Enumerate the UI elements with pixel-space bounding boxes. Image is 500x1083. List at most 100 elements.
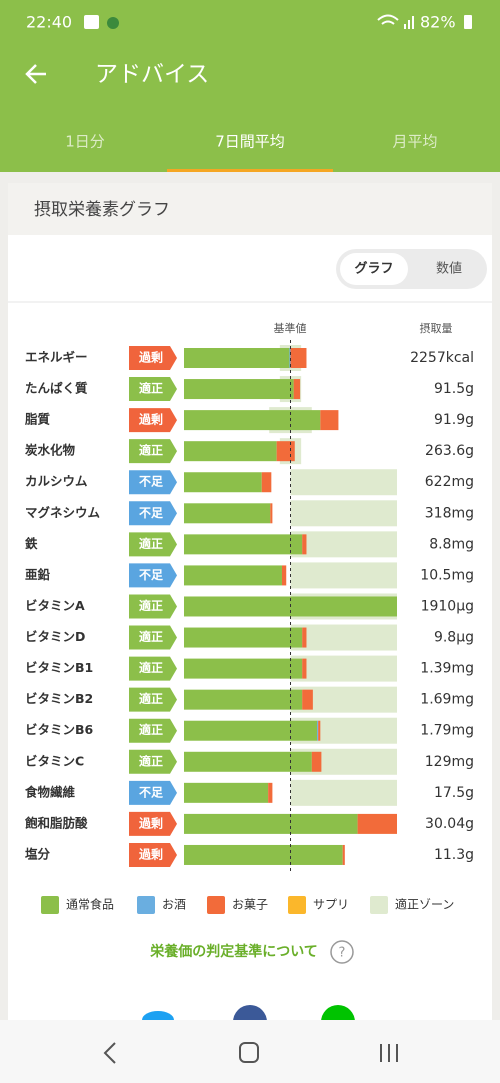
bar-segment <box>270 503 273 524</box>
legend-swatch <box>207 896 225 914</box>
bar-segment <box>289 348 291 368</box>
battery-text: 82% <box>420 13 456 32</box>
nutrient-name: ビタミンD <box>25 629 85 644</box>
amount: 1.39mg <box>420 661 474 677</box>
bar-segment <box>184 472 262 493</box>
zone <box>290 531 397 558</box>
signal-icon <box>408 20 410 29</box>
bar-segment <box>320 410 339 431</box>
nav-home[interactable] <box>239 1042 259 1063</box>
app-bar <box>0 0 500 172</box>
legend-swatch <box>137 896 155 914</box>
amount: 2257kcal <box>410 350 474 366</box>
judgment-tag <box>129 408 177 433</box>
judgment-tag <box>129 346 177 370</box>
toggle-selected[interactable] <box>340 253 408 285</box>
judgment: 適正 <box>139 598 163 613</box>
amount: 11.3g <box>434 847 474 863</box>
judgment: 適正 <box>139 722 163 737</box>
judgment-tag <box>129 377 177 402</box>
legend-swatch <box>370 896 388 914</box>
status-icon <box>84 15 99 29</box>
nutrient-name: たんぱく質 <box>25 381 88 396</box>
nutrient-name: エネルギー <box>25 350 88 365</box>
amount: 17.5g <box>434 785 474 801</box>
legend-label: サプリ <box>313 898 349 912</box>
bar-segment <box>357 813 397 834</box>
battery-icon <box>464 15 472 29</box>
toggle-option[interactable]: 数値 <box>436 261 462 277</box>
nutrient-name: ビタミンB6 <box>25 722 94 737</box>
bar-segment <box>184 565 282 586</box>
bar-segment <box>184 751 312 772</box>
judgment: 不足 <box>139 568 163 582</box>
judgment: 不足 <box>139 785 163 799</box>
amount: 318mg <box>425 505 474 521</box>
bar-segment <box>184 534 303 555</box>
nutrient-name: 食物繊維 <box>24 784 76 799</box>
bar-segment <box>293 379 301 400</box>
judgment-tag <box>129 532 177 557</box>
nav-back[interactable] <box>103 1042 116 1064</box>
judgment-tag <box>129 563 177 588</box>
legend-label: 適正ゾーン <box>395 897 454 912</box>
judgment: 不足 <box>139 475 163 489</box>
bar-segment <box>184 627 303 648</box>
card-title: 摂取栄養素グラフ <box>34 200 170 220</box>
legend: 通常食品 お酒 お菓子 サプリ 適正ゾーン <box>41 896 454 914</box>
legend-swatch <box>288 896 306 914</box>
nutrient-name: ビタミンC <box>25 753 84 768</box>
tab[interactable]: 7日間平均 <box>215 133 285 151</box>
judgment-tag <box>129 501 177 526</box>
amount: 1910μg <box>421 598 474 614</box>
amount: 91.9g <box>434 412 474 428</box>
nutrient-name: 飽和脂肪酸 <box>24 815 88 830</box>
amount: 8.8mg <box>429 536 474 552</box>
help-icon-glyph: ? <box>339 946 346 961</box>
clock: 22:40 <box>26 13 72 32</box>
judgment: 適正 <box>139 629 163 644</box>
bar-segment <box>302 534 307 555</box>
bar-segment <box>268 782 273 803</box>
criteria-link[interactable]: 栄養価の判定基準について <box>149 943 318 960</box>
bar-segment <box>302 689 313 710</box>
wifi-icon <box>377 14 399 25</box>
bar-segment <box>261 472 272 493</box>
judgment-tag <box>129 842 177 867</box>
bar-segment <box>317 720 319 741</box>
judgment: 適正 <box>139 753 163 768</box>
amount: 30.04g <box>425 816 474 832</box>
help-icon[interactable] <box>330 940 354 964</box>
bar-segment <box>302 658 307 679</box>
judgment: 過剰 <box>138 846 163 861</box>
judgment-tag <box>129 811 177 836</box>
card-header <box>8 183 492 235</box>
bar-segment <box>184 813 358 834</box>
zone <box>290 779 397 806</box>
nav-recent[interactable] <box>380 1044 398 1062</box>
legend-label: お菓子 <box>232 898 268 912</box>
bar-segment <box>184 503 271 524</box>
amount: 1.69mg <box>420 692 474 708</box>
bar-segment <box>184 782 269 803</box>
nutrient-name: 脂質 <box>24 412 51 427</box>
amount: 129mg <box>425 754 474 770</box>
nutrient-name: ビタミンA <box>25 598 85 613</box>
back-button[interactable] <box>25 64 46 84</box>
judgment-tag <box>129 439 177 464</box>
zone <box>290 624 397 651</box>
nutrient-name: 亜鉛 <box>25 567 51 582</box>
bar-segment <box>184 844 343 865</box>
judgment: 適正 <box>139 660 163 675</box>
toggle-option[interactable]: グラフ <box>354 261 393 277</box>
bar-segment <box>184 720 318 741</box>
nutrient-name: 炭水化物 <box>25 443 76 458</box>
judgment: 適正 <box>139 381 163 396</box>
amount: 9.8μg <box>434 630 474 646</box>
tab[interactable]: 月平均 <box>392 133 437 151</box>
tab[interactable]: 1日分 <box>65 133 105 151</box>
bar-segment <box>281 565 287 586</box>
signal-icon <box>404 24 406 29</box>
